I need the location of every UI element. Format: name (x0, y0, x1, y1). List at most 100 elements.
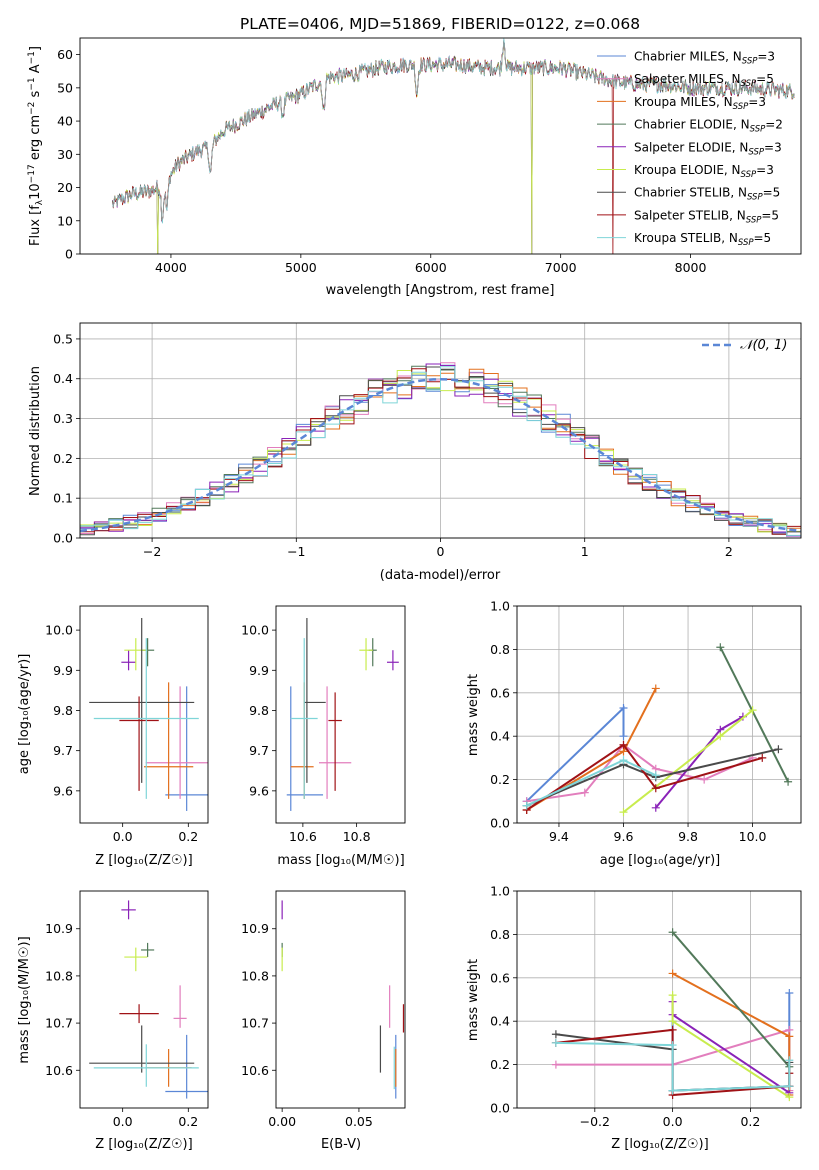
weight-vs-metallicity-marker-kroupa-stelib (785, 1082, 794, 1091)
spectrum-x-axis-label: wavelength [Angstrom, rest frame] (326, 283, 555, 298)
age-vs-metallicity-plot-area: 0.0 0.2 9.6 9.7 9.8 9.9 10.0 (45, 605, 209, 844)
weight-vs-metallicity-y-axis-label: mass weight (466, 959, 481, 1041)
weight-vs-metallicity-marker-kroupa-miles (785, 1032, 794, 1041)
residuals-x-tick-label: 2 (725, 544, 733, 559)
mass-vs-metallicity-frame (79, 890, 209, 1109)
residuals-legend: 𝒩(0, 1) (702, 338, 787, 353)
age-vs-mass-point-chabrier-stelib (304, 618, 326, 783)
weight-vs-metallicity-x-axis-label: Z [log₁₀(Z/Z☉)] (611, 1137, 708, 1152)
weight-vs-metallicity-y-tick-label: 0.0 (490, 1101, 510, 1116)
age-vs-metallicity-y-tick-label: 10.0 (45, 623, 73, 638)
age-vs-metallicity-point-chabrier-elodie (141, 638, 155, 667)
spectrum-y-tick-label: 50 (57, 80, 73, 95)
spectrum-x-tick-label: 6000 (415, 260, 447, 275)
residuals-y-axis-label: Normed distribution (28, 366, 43, 496)
weight-vs-age-x-tick-label: 9.6 (614, 829, 634, 844)
age-vs-metallicity-point-salpeter-elodie (121, 650, 136, 671)
mass-vs-extinction-y-tick-label: 10.6 (241, 1063, 269, 1078)
mass-vs-extinction-y-tick-label: 10.9 (241, 921, 269, 936)
residuals-y-tick-label: 0.2 (53, 451, 73, 466)
weight-vs-metallicity-marker-kroupa-stelib (668, 1086, 677, 1095)
weight-vs-age-y-tick-label: 0.0 (490, 816, 510, 831)
residuals-y-tick-label: 0.1 (53, 491, 73, 506)
weight-vs-age-y-axis-label: mass weight (466, 674, 481, 756)
weight-vs-metallicity-marker-kroupa-elodie (785, 1093, 794, 1102)
mass-vs-metallicity-point-chabrier-miles (165, 1034, 208, 1099)
legend-label-salpeter-elodie: Salpeter ELODIE, NSSP=3 (634, 140, 782, 157)
weight-vs-metallicity-line-chabrier-miles (671, 993, 791, 1092)
age-vs-mass-plot-area: 10.6 10.8 9.6 9.7 9.8 9.9 10.0 (241, 605, 406, 844)
legend-label-salpeter-miles: Salpeter MILES, NSSP=5 (634, 72, 774, 89)
age-vs-metallicity-y-tick-label: 9.7 (53, 743, 73, 758)
residuals-plot-area: −2 −1 0 1 2 0.0 0.1 0.2 0.3 0.4 0.5 (53, 322, 802, 559)
weight-vs-metallicity-marker-kroupa-miles (668, 969, 677, 978)
weight-vs-age-marker-kroupa-miles (651, 684, 660, 693)
weight-vs-age-y-tick-label: 0.8 (490, 642, 510, 657)
weight-vs-age-y-tick-label: 0.2 (490, 772, 510, 787)
age-vs-metallicity-point-kroupa-stelib (93, 638, 199, 799)
weight-vs-age-marker-kroupa-stelib (522, 801, 531, 810)
mass-vs-metallicity-point-salpeter-elodie (121, 900, 136, 920)
spectrum-plot-area: 4000 5000 6000 7000 8000 0 10 20 30 40 50 60 (57, 37, 802, 275)
weight-vs-metallicity-y-tick-label: 1.0 (490, 884, 510, 899)
mass-vs-metallicity-y-tick-label: 10.6 (45, 1063, 73, 1078)
spectrum-panel: PLATE=0406, MJD=51869, FIBERID=0122, z=0… (27, 15, 802, 298)
weight-vs-age-line-salpeter-stelib (526, 743, 763, 811)
mass-vs-extinction-frame (275, 890, 406, 1109)
spectrum-x-tick-label: 7000 (545, 260, 577, 275)
age-vs-mass-y-tick-label: 10.0 (241, 623, 269, 638)
normal-curve (80, 377, 801, 533)
mass-vs-metallicity-y-tick-label: 10.7 (45, 1016, 73, 1031)
age-vs-metallicity-point-kroupa-miles (144, 682, 194, 799)
weight-vs-age-marker-kroupa-elodie (748, 706, 757, 715)
spectrum-y-tick-label: 40 (57, 114, 73, 129)
mass-vs-extinction-x-tick-label: 0.00 (268, 1114, 296, 1129)
spectrum-data-line (112, 41, 795, 220)
weight-vs-age-marker-kroupa-stelib (651, 771, 660, 780)
weight-vs-metallicity-y-tick-label: 0.2 (490, 1057, 510, 1072)
spectrum-x-tick-label: 5000 (285, 260, 317, 275)
weight-vs-metallicity-line-chabrier-elodie (671, 931, 791, 1068)
spectrum-y-axis-label: Flux [fλ10−17 erg cm−2 s−1 A−1] (27, 46, 45, 246)
weight-vs-age-frame (516, 605, 802, 824)
weight-vs-age-marker-chabrier-elodie (716, 643, 725, 652)
mass-vs-extinction-x-tick-label: 0.05 (345, 1114, 373, 1129)
spectrum-y-tick-label: 30 (57, 147, 73, 162)
spectrum-frame (79, 37, 802, 255)
residuals-x-tick-label: 1 (581, 544, 589, 559)
normal-legend-label: 𝒩(0, 1) (740, 338, 787, 353)
age-vs-metallicity-frame (79, 605, 209, 824)
legend-label-kroupa-miles: Kroupa MILES, NSSP=3 (634, 95, 766, 112)
age-vs-metallicity-x-tick-label: 0.0 (113, 829, 133, 844)
residuals-panel: −2 −1 0 1 2 0.0 0.1 0.2 0.3 0.4 0.5 (data-model)/e… (28, 322, 802, 583)
weight-vs-metallicity-marker-chabrier-miles (785, 988, 794, 997)
mass-vs-metallicity-x-tick-label: 0.0 (113, 1114, 133, 1129)
spectrum-y-tick-label: 10 (57, 213, 73, 228)
age-vs-mass-point-salpeter-elodie (386, 650, 399, 671)
legend-label-chabrier-elodie: Chabrier ELODIE, NSSP=2 (634, 118, 783, 135)
weight-vs-age-y-tick-label: 0.6 (490, 685, 510, 700)
weight-vs-age-line-salpeter-miles (526, 743, 754, 803)
weight-vs-metallicity-marker-chabrier-elodie (668, 928, 677, 937)
age-vs-metallicity-x-axis-label: Z [log₁₀(Z/Z☉)] (95, 853, 192, 868)
mass-vs-metallicity-x-tick-label: 0.2 (178, 1114, 198, 1129)
mass-vs-metallicity-point-kroupa-stelib (93, 1044, 199, 1087)
weight-vs-metallicity-marker-salpeter-miles (551, 1060, 560, 1069)
age-vs-metallicity-y-tick-label: 9.9 (53, 663, 73, 678)
weight-vs-age-x-axis-label: age [log₁₀(age/yr)] (600, 853, 721, 868)
residuals-x-tick-label: −2 (143, 544, 161, 559)
age-vs-mass-point-kroupa-stelib (290, 638, 318, 799)
mass-vs-extinction-y-tick-label: 10.7 (241, 1016, 269, 1031)
weight-vs-metallicity-x-tick-label: −0.2 (580, 1114, 610, 1129)
residuals-y-tick-label: 0.0 (53, 531, 73, 546)
weight-vs-age-marker-salpeter-stelib (619, 740, 628, 749)
age-vs-mass-point-salpeter-stelib (328, 692, 342, 791)
weight-vs-age-x-tick-label: 9.8 (678, 829, 698, 844)
mass-vs-metallicity-y-axis-label: mass [log₁₀(M/M☉)] (17, 936, 32, 1063)
weight-vs-metallicity-marker-kroupa-stelib (785, 1056, 794, 1065)
legend-label-salpeter-stelib: Salpeter STELIB, NSSP=5 (634, 208, 779, 225)
weight-vs-metallicity-x-tick-label: 0.2 (740, 1114, 760, 1129)
mass-vs-metallicity-point-chabrier-elodie (141, 942, 155, 958)
age-vs-metallicity-x-tick-label: 0.2 (178, 829, 198, 844)
spectrum-title: PLATE=0406, MJD=51869, FIBERID=0122, z=0… (240, 15, 640, 33)
